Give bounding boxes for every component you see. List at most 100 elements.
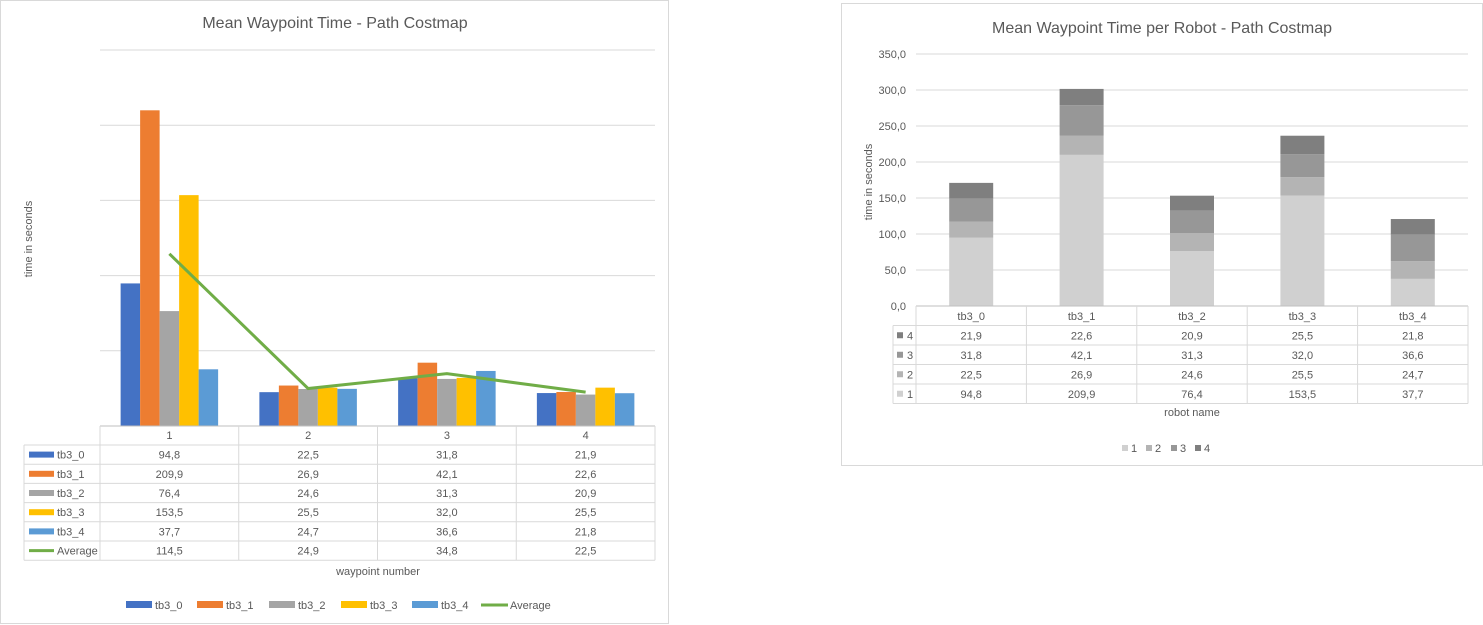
table-cell: 24,9 [297,546,318,558]
table-cell: 209,9 [156,469,184,481]
bar-tb3_1-segment-2 [1059,135,1104,155]
table-cell: 42,1 [1071,350,1092,362]
y-tick-label: 100,0 [878,229,906,241]
y-tick-label: 350,0 [878,49,906,61]
table-cell: 34,8 [436,546,457,558]
bar-tb3_1-segment-4 [1059,88,1104,106]
bar-tb3_1-4 [556,392,576,426]
table-series-name: 1 [907,389,913,401]
bar-tb3_2-segment-4 [1170,195,1214,211]
bar-tb3_4-4 [614,393,635,426]
bar-tb3_3-segment-3 [1280,154,1325,178]
table-cell: 26,9 [297,469,318,481]
bar-tb3_2-3 [437,378,457,426]
table-series-name: tb3_4 [57,526,85,538]
table-cell: 22,6 [575,469,596,481]
y-axis-title: time in seconds [863,143,875,220]
table-cell: 94,8 [159,450,180,462]
table-cell: 114,5 [156,546,183,558]
table-cell: 37,7 [159,526,180,538]
table-cell: 94,8 [960,389,981,401]
legend: tb3_0 tb3_1 tb3_2 tb3_3 tb3_4 Average [126,600,551,612]
bar-tb3_0-segment-4 [949,182,994,199]
bar-tb3_4-segment-4 [1390,219,1435,235]
chart-title: Mean Waypoint Time - Path Costmap [202,15,467,32]
legend-key-tb3_1 [197,601,223,608]
table-cell: 25,5 [575,507,596,519]
table-cell: 22,6 [1071,330,1092,342]
table-key-tb3_1 [29,470,54,477]
y-tick-label: 300,0 [878,85,906,97]
x-tick-label: tb3_2 [1178,311,1206,323]
table-cell: 20,9 [1181,330,1202,342]
table-cell: 32,0 [1292,350,1313,362]
legend-key-4 [1195,445,1201,451]
legend-label-1: 1 [1131,443,1137,455]
bar-tb3_4-2 [337,388,357,426]
bar-tb3_3-segment-2 [1280,177,1325,196]
bar-tb3_0-segment-2 [949,221,994,238]
bar-tb3_0-2 [259,392,279,426]
table-series-name: tb3_3 [57,507,85,519]
y-tick-label: 50,0 [885,265,906,277]
table-key-4 [897,332,903,339]
robot-time-chart-svg: Mean Waypoint Time per Robot - Path Cost… [863,20,1469,455]
table-cell: 21,8 [575,526,596,538]
x-tick-label: 3 [444,430,450,442]
table-cell: 76,4 [159,488,180,500]
table-cell: 31,3 [1181,350,1202,362]
x-axis-title: waypoint number [335,566,420,578]
x-tick-label: tb3_1 [1068,311,1096,323]
table-cell: 209,9 [1068,389,1096,401]
data-table: tb3_0 tb3_1 tb3_2 tb3_3 tb3_4 4 21,9 22,6 20,9 25… [892,305,1469,404]
table-key-3 [897,351,903,358]
bar-tb3_4-3 [476,370,496,426]
table-cell: 24,7 [1402,369,1423,381]
bar-tb3_1-3 [417,362,438,426]
bar-tb3_4-1 [198,369,219,426]
y-tick-label: 250,0 [878,121,906,133]
legend-label-Average: Average [510,600,551,612]
bar-tb3_4-segment-1 [1390,278,1435,306]
table-cell: 22,5 [297,450,318,462]
x-tick-label: 4 [583,430,589,442]
bar-tb3_0-segment-3 [949,198,994,222]
average-series-line [168,252,586,394]
table-cell: 37,7 [1402,389,1423,401]
legend-label-tb3_0: tb3_0 [155,600,183,612]
table-cell: 36,6 [436,526,457,538]
table-cell: 26,9 [1071,369,1092,381]
bar-tb3_1-2 [278,385,299,426]
bar-tb3_2-segment-2 [1170,233,1214,251]
bar-tb3_2-4 [575,394,596,426]
table-series-name: tb3_2 [57,488,85,500]
bar-tb3_2-1 [159,311,180,426]
stacked-bars [949,88,1435,306]
x-tick-label: 1 [166,430,172,442]
bar-tb3_2-segment-3 [1170,210,1214,234]
legend-label-3: 3 [1180,443,1186,455]
bar-tb3_3-2 [317,387,338,426]
table-cell: 31,8 [436,450,457,462]
y-tick-labels: 0,0 50,0 100,0 150,0 200,0 250,0 300,0 350,0 [878,49,906,313]
bar-tb3_3-segment-1 [1280,195,1325,306]
table-cell: 36,6 [1402,350,1423,362]
y-axis-title: time in seconds [23,200,35,277]
bar-tb3_1-segment-3 [1059,105,1104,136]
bar-tb3_0-3 [398,378,418,426]
y-tick-label: 200,0 [878,157,906,169]
table-key-tb3_4 [29,528,54,535]
table-cell: 153,5 [1289,389,1317,401]
bar-tb3_3-1 [179,195,199,426]
chart-title: Mean Waypoint Time per Robot - Path Cost… [992,20,1332,37]
legend-label-tb3_3: tb3_3 [370,600,398,612]
legend-label-4: 4 [1204,443,1210,455]
table-cell: 25,5 [297,507,318,519]
legend-key-2 [1146,445,1152,451]
bar-tb3_0-4 [536,393,557,426]
table-series-name: 3 [907,350,913,362]
legend-key-1 [1122,445,1128,451]
table-cell: 24,7 [297,526,318,538]
table-cell: 21,9 [960,330,981,342]
legend-key-tb3_4 [412,601,438,608]
